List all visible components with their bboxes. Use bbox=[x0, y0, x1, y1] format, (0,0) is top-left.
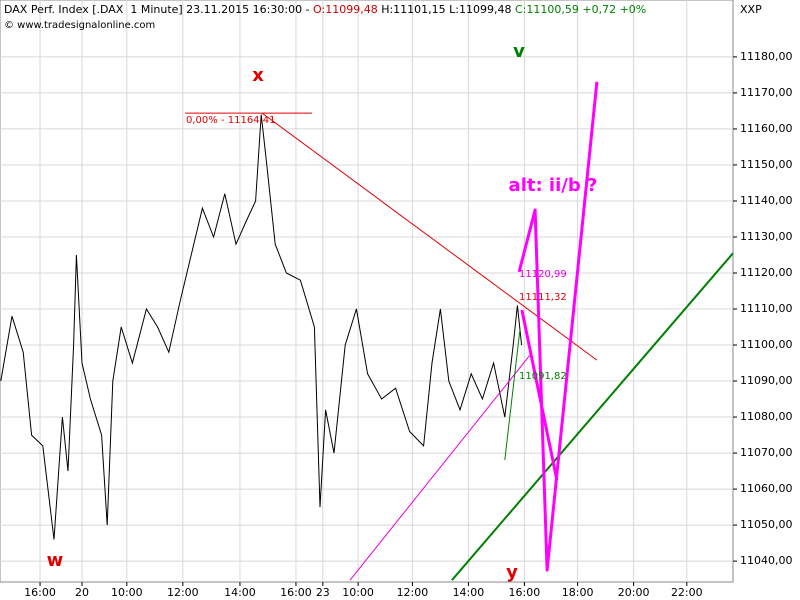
y-tick-label: 11130,00 bbox=[740, 230, 793, 243]
y-tick-label: 11140,00 bbox=[740, 194, 793, 207]
x-tick-label: 14:00 bbox=[453, 586, 485, 599]
x-tick-label: 20:00 bbox=[618, 586, 650, 599]
y-tick-label: 11150,00 bbox=[740, 158, 793, 171]
x-tick-label: 16:00 bbox=[509, 586, 541, 599]
x-tick-label: 22:00 bbox=[671, 586, 703, 599]
y-tick-label: 11110,00 bbox=[740, 302, 793, 315]
annotation: 0,00% - 11164,41 bbox=[186, 115, 275, 126]
drawing-line bbox=[504, 329, 521, 460]
plot-area bbox=[0, 0, 734, 583]
y-tick-label: 11160,00 bbox=[740, 122, 793, 135]
x-tick-label: 10:00 bbox=[342, 586, 374, 599]
x-tick-label: 12:00 bbox=[167, 586, 199, 599]
y-axis-label: XXP bbox=[740, 3, 762, 16]
annotation: alt: ii/b ? bbox=[509, 175, 598, 196]
drawing-line bbox=[261, 112, 598, 361]
y-tick-label: 11090,00 bbox=[740, 374, 793, 387]
y-tick-label: 11070,00 bbox=[740, 446, 793, 459]
header: DAX Perf. Index [.DAX 1 Minute] 23.11.20… bbox=[4, 3, 646, 16]
y-tick-label: 11080,00 bbox=[740, 410, 793, 423]
ohlc-open: O:11099,48 bbox=[313, 3, 378, 16]
drawing-line bbox=[451, 252, 733, 581]
x-tick-label: 14:00 bbox=[224, 586, 256, 599]
drawing-line bbox=[349, 354, 531, 581]
ohlc-high: H:11101,15 bbox=[381, 3, 446, 16]
annotation: x bbox=[252, 65, 264, 86]
drawing-line bbox=[517, 81, 599, 572]
price-line bbox=[0, 114, 523, 540]
y-tick-label: 11100,00 bbox=[740, 338, 793, 351]
change-abs: +0,72 bbox=[582, 3, 617, 16]
drawing-line bbox=[520, 309, 559, 481]
change-pct: +0% bbox=[619, 3, 647, 16]
ohlc-close: C:11100,59 bbox=[515, 3, 579, 16]
annotation: 11120,99 bbox=[519, 269, 567, 280]
plot bbox=[0, 0, 733, 582]
annotation: w bbox=[47, 550, 64, 571]
y-tick-label: 11050,00 bbox=[740, 518, 793, 531]
ohlc-low: L:11099,48 bbox=[449, 3, 512, 16]
y-tick-label: 11120,00 bbox=[740, 266, 793, 279]
title: DAX Perf. Index [.DAX 1 Minute] 23.11.20… bbox=[4, 3, 310, 16]
annotation: v bbox=[513, 41, 525, 62]
x-tick-label: 10:00 bbox=[111, 586, 143, 599]
annotation: 11091,82 bbox=[519, 371, 567, 382]
x-tick-label: 16:00 bbox=[24, 586, 56, 599]
watermark: © www.tradesignalonline.com bbox=[4, 20, 156, 31]
y-tick-label: 11040,00 bbox=[740, 554, 793, 567]
x-tick-label: 18:00 bbox=[562, 586, 594, 599]
annotation: y bbox=[506, 562, 518, 583]
x-tick-label: 23 bbox=[316, 586, 330, 599]
x-tick-label: 16:00 bbox=[280, 586, 312, 599]
y-tick-label: 11170,00 bbox=[740, 86, 793, 99]
x-tick-label: 20 bbox=[75, 586, 89, 599]
y-tick-label: 11060,00 bbox=[740, 482, 793, 495]
x-tick-label: 12:00 bbox=[397, 586, 429, 599]
y-tick-label: 11180,00 bbox=[740, 50, 793, 63]
annotation: 11111,32 bbox=[519, 292, 567, 303]
